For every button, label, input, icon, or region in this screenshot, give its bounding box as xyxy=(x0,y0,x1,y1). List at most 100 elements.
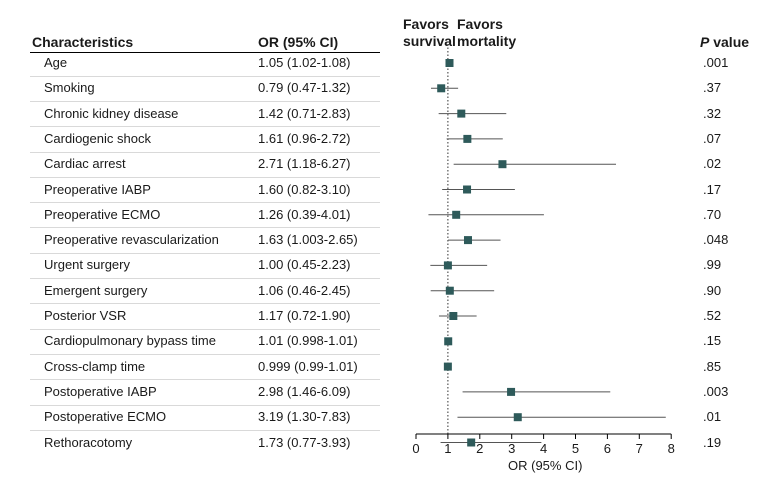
row-p-value: .70 xyxy=(703,206,722,222)
row-separator xyxy=(30,252,380,254)
row-label: Postoperative ECMO xyxy=(44,409,167,425)
or-marker xyxy=(498,160,507,169)
favors-mortality-line1: Favors xyxy=(457,16,503,32)
row-or-ci: 1.61 (0.96-2.72) xyxy=(258,130,351,146)
p-value-header-p: P xyxy=(700,34,710,50)
row-label: Cardiac arrest xyxy=(44,156,126,172)
row-separator xyxy=(30,429,380,431)
row-p-value: .19 xyxy=(703,434,722,450)
row-p-value: .048 xyxy=(703,232,729,248)
row-p-value: .52 xyxy=(703,308,722,323)
x-tick-label: 8 xyxy=(668,441,675,456)
favors-survival-line2: survival xyxy=(403,33,456,49)
row-or-ci: 3.19 (1.30-7.83) xyxy=(258,409,351,425)
row-p-value: .90 xyxy=(703,282,722,298)
row-or-ci: 0.999 (0.99-1.01) xyxy=(258,358,358,374)
favors-survival-label: Favors survival xyxy=(403,16,456,50)
row-separator xyxy=(30,151,380,153)
row-p-value: .003 xyxy=(703,383,729,399)
x-tick-label: 2 xyxy=(476,441,483,456)
or-marker xyxy=(443,362,452,371)
row-or-ci: 0.79 (0.47-1.32) xyxy=(258,80,351,96)
favors-mortality-label: Favors mortality xyxy=(457,16,516,50)
or-marker xyxy=(463,185,472,194)
row-label: Preoperative revascularization xyxy=(44,232,219,248)
row-p-value: .85 xyxy=(703,358,722,374)
row-separator xyxy=(30,379,380,381)
row-label: Emergent surgery xyxy=(44,282,148,298)
row-p-value: .15 xyxy=(703,333,722,349)
or-marker xyxy=(449,312,458,320)
or-marker xyxy=(467,438,476,447)
row-label: Posterior VSR xyxy=(44,308,127,323)
row-or-ci: 1.05 (1.02-1.08) xyxy=(258,55,351,70)
x-tick-label: 4 xyxy=(540,441,547,456)
row-separator xyxy=(30,303,380,305)
row-label: Cross-clamp time xyxy=(44,358,146,374)
row-separator xyxy=(30,75,380,77)
row-label: Postoperative IABP xyxy=(44,383,157,399)
or-marker xyxy=(452,210,461,219)
x-tick-label: 7 xyxy=(636,441,643,456)
row-or-ci: 2.71 (1.18-6.27) xyxy=(258,156,351,172)
characteristics-header: Characteristics xyxy=(32,34,134,50)
row-label: Preoperative ECMO xyxy=(44,206,161,222)
or-marker xyxy=(463,236,472,245)
p-value-header-rest: value xyxy=(709,34,750,50)
row-or-ci: 1.00 (0.45-2.23) xyxy=(258,257,351,273)
row-separator xyxy=(30,328,380,330)
row-or-ci: 1.01 (0.998-1.01) xyxy=(258,333,358,349)
or-marker xyxy=(445,286,454,295)
or-marker xyxy=(507,387,516,396)
row-separator xyxy=(30,100,380,102)
row-label: Cardiopulmonary bypass time xyxy=(44,333,216,349)
or-marker xyxy=(445,59,454,67)
or-marker xyxy=(463,134,472,143)
or-marker xyxy=(437,84,446,93)
or-marker xyxy=(443,261,452,270)
row-label: Cardiogenic shock xyxy=(44,130,151,146)
row-separator xyxy=(30,404,380,406)
row-p-value: .32 xyxy=(703,105,722,121)
row-separator xyxy=(30,278,380,280)
p-value-header: P value xyxy=(700,34,749,50)
row-label: Rethoracotomy xyxy=(44,434,133,450)
row-label: Preoperative IABP xyxy=(44,181,151,197)
row-separator xyxy=(30,176,380,178)
row-separator xyxy=(30,353,380,355)
x-tick-label: 5 xyxy=(572,441,579,456)
row-separator xyxy=(30,227,380,229)
or-marker xyxy=(444,337,453,346)
row-or-ci: 1.60 (0.82-3.10) xyxy=(258,181,351,197)
row-p-value: .001 xyxy=(703,55,729,70)
row-separator xyxy=(30,202,380,204)
header-divider xyxy=(30,52,380,53)
row-p-value: .07 xyxy=(703,130,722,146)
row-label: Age xyxy=(44,55,68,70)
row-label: Smoking xyxy=(44,80,95,96)
row-p-value: .17 xyxy=(703,181,722,197)
favors-survival-line1: Favors xyxy=(403,16,449,32)
or-ci-header: OR (95% CI) xyxy=(258,34,339,50)
x-tick-label: 6 xyxy=(604,441,611,456)
row-or-ci: 1.42 (0.71-2.83) xyxy=(258,105,351,121)
row-or-ci: 1.73 (0.77-3.93) xyxy=(258,434,351,450)
row-p-value: .01 xyxy=(703,409,722,425)
row-label: Urgent surgery xyxy=(44,257,130,273)
x-tick-label: 3 xyxy=(508,441,515,456)
row-p-value: .99 xyxy=(703,257,722,273)
favors-mortality-line2: mortality xyxy=(457,33,517,49)
row-or-ci: 1.26 (0.39-4.01) xyxy=(258,206,351,222)
row-p-value: .37 xyxy=(703,80,722,96)
x-tick-label: 0 xyxy=(412,441,419,456)
row-or-ci: 1.63 (1.003-2.65) xyxy=(258,232,358,248)
row-label: Chronic kidney disease xyxy=(44,105,179,121)
row-p-value: .02 xyxy=(703,156,722,172)
x-tick-label: 1 xyxy=(444,441,451,456)
row-or-ci: 1.17 (0.72-1.90) xyxy=(258,308,351,323)
row-separator xyxy=(30,126,380,128)
or-marker xyxy=(513,413,522,422)
x-axis-label: OR (95% CI) xyxy=(508,458,583,473)
row-or-ci: 2.98 (1.46-6.09) xyxy=(258,383,351,399)
